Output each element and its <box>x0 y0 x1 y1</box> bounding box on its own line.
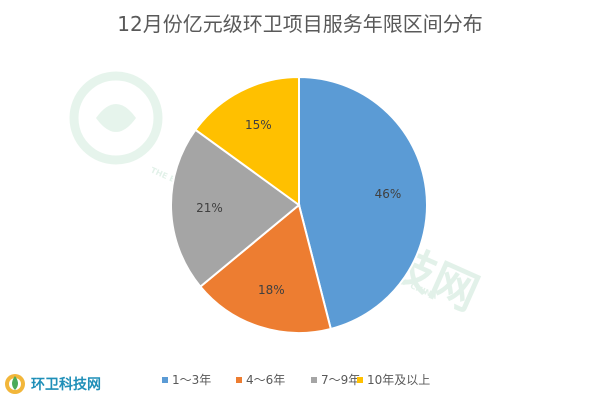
pie-slice-1 <box>298 75 428 331</box>
legend-label-2: 4～6年 <box>246 373 285 387</box>
legend-swatch-1 <box>162 377 168 383</box>
watermark-logo-icon <box>69 71 163 165</box>
brand-logo: 环卫科技网 <box>5 374 101 394</box>
data-label-1: 46% <box>375 187 402 201</box>
legend-label-3: 7～9年 <box>321 373 360 387</box>
legend-swatch-3 <box>311 377 317 383</box>
legend-label-4: 10年及以上 <box>367 373 430 387</box>
pie-slice-3 <box>170 128 301 288</box>
pie-slice-2 <box>198 203 333 334</box>
pie-slice-4 <box>194 75 300 207</box>
data-label-4: 15% <box>245 118 272 132</box>
data-label-2: 18% <box>258 283 285 297</box>
leaf-drop-logo-icon <box>5 374 25 394</box>
data-label-3: 21% <box>196 201 223 215</box>
chart-title: 12月份亿元级环卫项目服务年限区间分布 <box>117 12 482 36</box>
data-labels: 46% 18% 21% 15% <box>196 118 401 297</box>
legend-swatch-4 <box>357 377 363 383</box>
legend-swatch-2 <box>236 377 242 383</box>
legend: 1～3年 4～6年 7～9年 10年及以上 <box>162 373 430 387</box>
brand-name: 环卫科技网 <box>31 376 101 393</box>
pie <box>170 75 428 334</box>
legend-label-1: 1～3年 <box>172 373 211 387</box>
